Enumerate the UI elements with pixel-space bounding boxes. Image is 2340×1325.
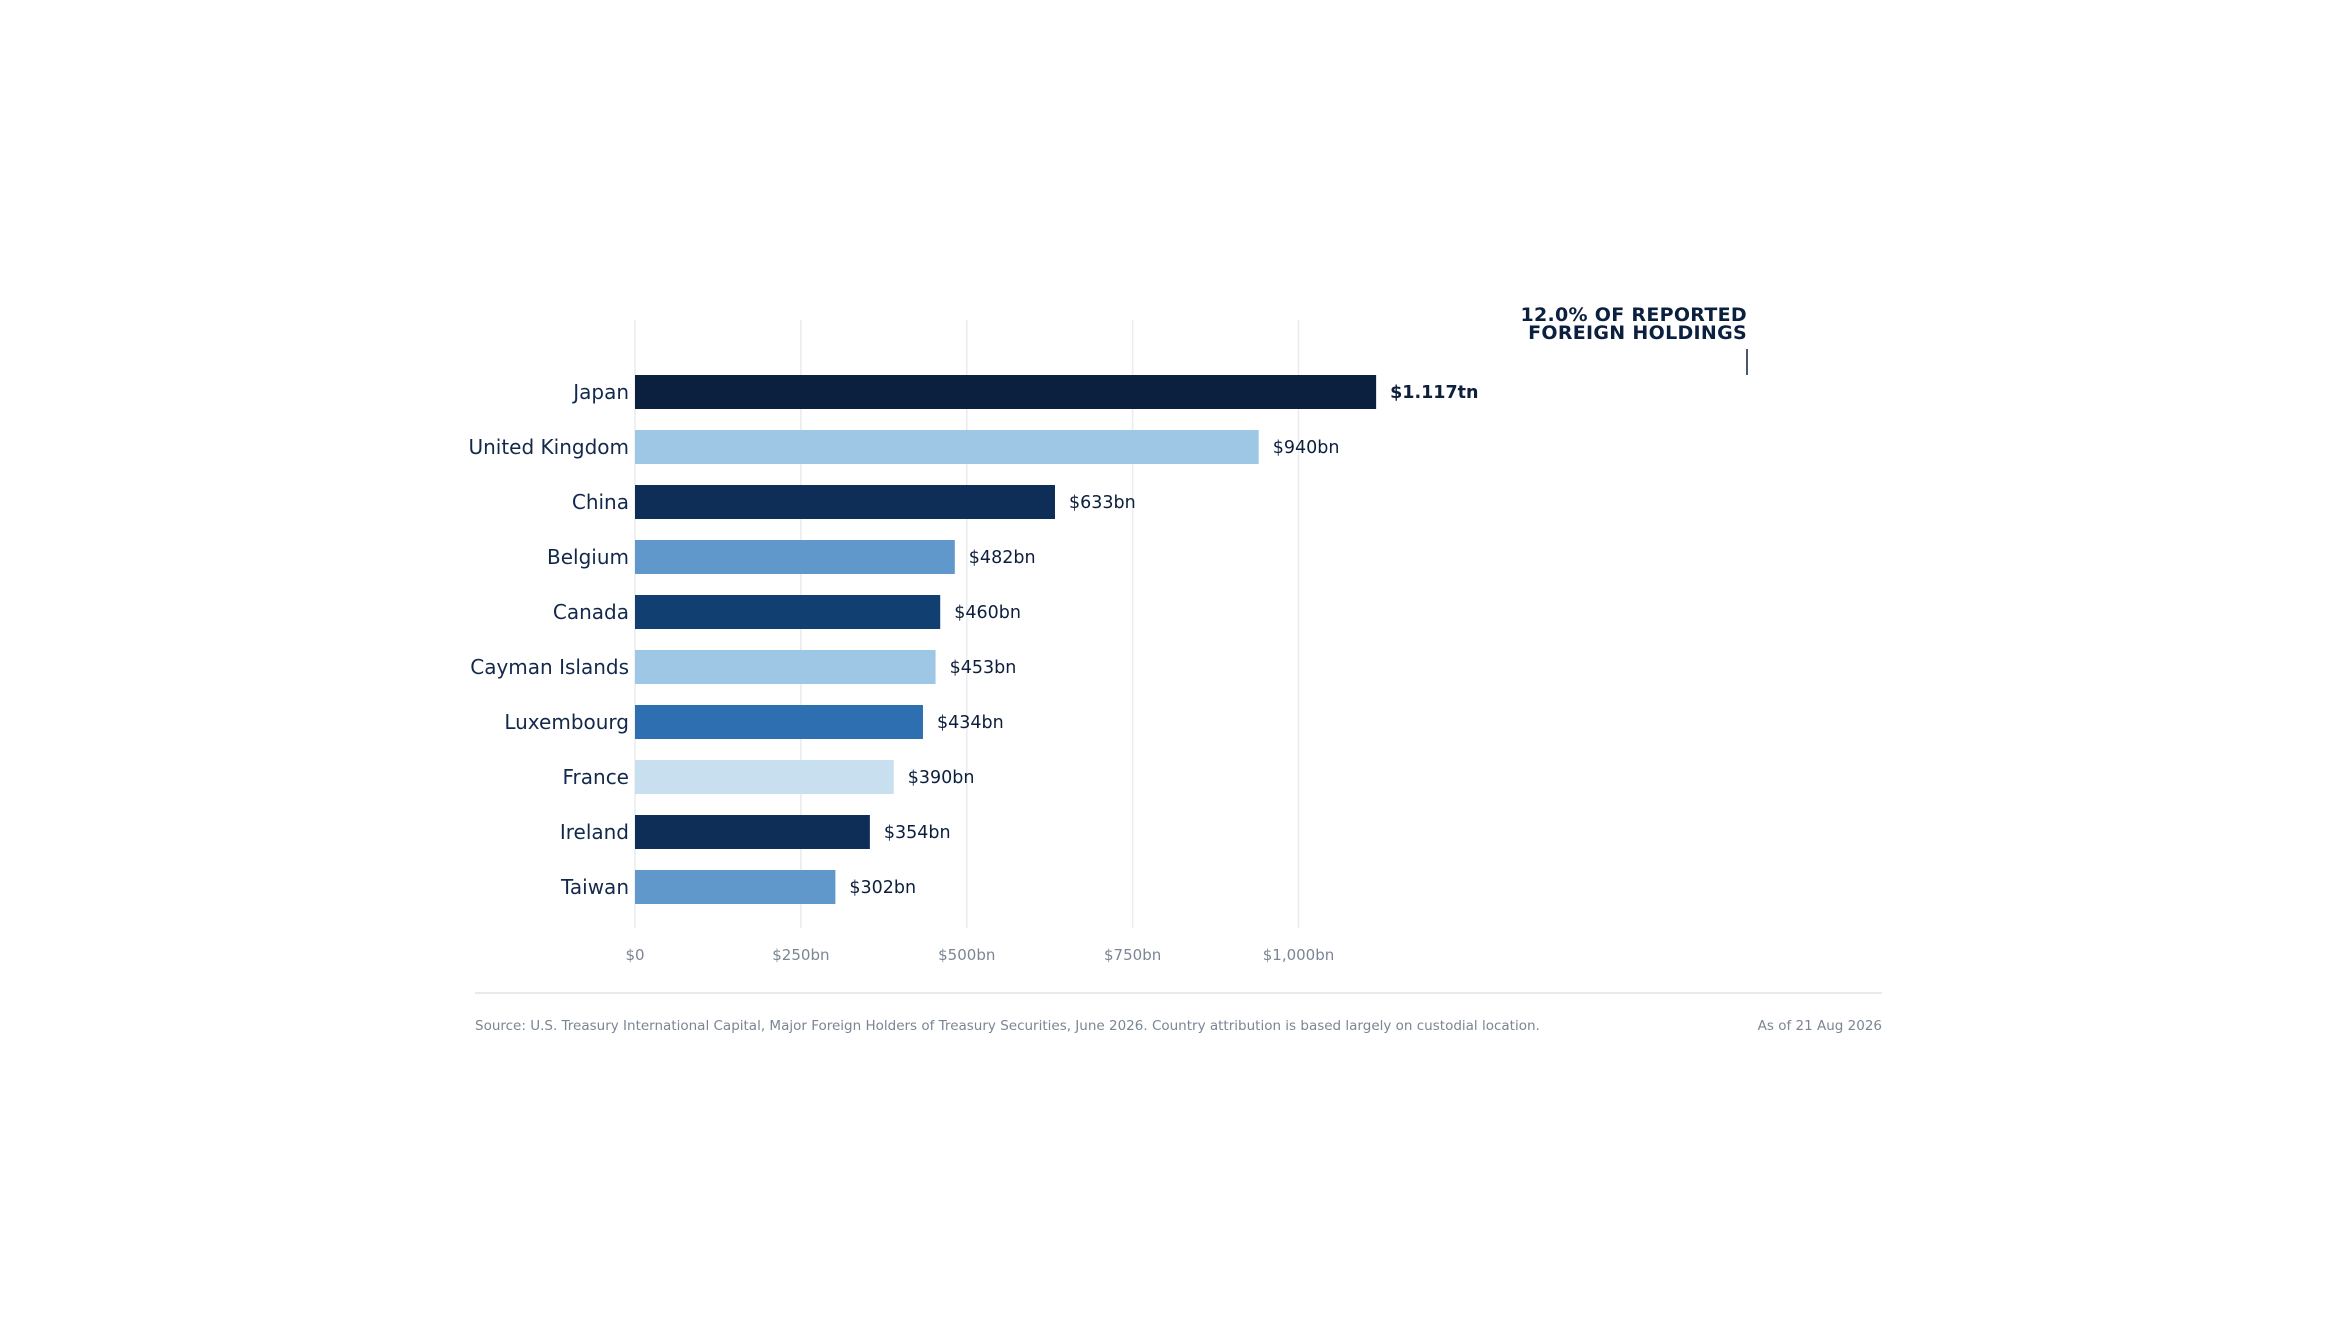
category-label: Belgium bbox=[547, 545, 629, 569]
value-label: $390bn bbox=[908, 768, 975, 788]
bar-japan bbox=[635, 375, 1377, 409]
category-label: Canada bbox=[553, 600, 629, 624]
x-tick-label: $250bn bbox=[772, 946, 829, 964]
source-note: Source: U.S. Treasury International Capi… bbox=[475, 1018, 1540, 1034]
value-label: $434bn bbox=[937, 713, 1004, 733]
annotation-line-2: FOREIGN HOLDINGS bbox=[1528, 322, 1747, 344]
annotation-line-1: 12.0% OF REPORTED bbox=[1520, 304, 1747, 326]
value-label: $460bn bbox=[954, 603, 1021, 623]
category-label: United Kingdom bbox=[468, 435, 629, 459]
value-label: $1.117tn bbox=[1390, 383, 1478, 403]
value-label: $482bn bbox=[969, 548, 1036, 568]
bar-belgium bbox=[635, 540, 955, 574]
category-label: France bbox=[562, 765, 629, 789]
x-tick-label: $0 bbox=[625, 946, 644, 964]
x-tick-label: $1,000bn bbox=[1263, 946, 1335, 964]
value-labels: $1.117tn $940bn $633bn $482bn $460bn $453bn $4… bbox=[849, 383, 1478, 898]
bar-luxembourg bbox=[635, 705, 923, 739]
category-label: China bbox=[572, 490, 629, 514]
value-label: $302bn bbox=[849, 878, 916, 898]
value-label: $633bn bbox=[1069, 493, 1136, 513]
bar-united-kingdom bbox=[635, 430, 1259, 464]
bar-france bbox=[635, 760, 894, 794]
x-axis-tick-labels: $0 $250bn $500bn $750bn $1,000bn bbox=[625, 946, 1334, 964]
value-label: $453bn bbox=[950, 658, 1017, 678]
category-label: Taiwan bbox=[560, 875, 629, 899]
bars bbox=[635, 375, 1377, 904]
bar-canada bbox=[635, 595, 941, 629]
annotation: 12.0% OF REPORTED FOREIGN HOLDINGS bbox=[1520, 304, 1748, 375]
category-label: Cayman Islands bbox=[470, 655, 629, 679]
as-of-date: As of 21 Aug 2026 bbox=[1758, 1018, 1882, 1034]
category-labels: Japan United Kingdom China Belgium Canada Cay… bbox=[468, 380, 629, 899]
x-tick-label: $750bn bbox=[1104, 946, 1161, 964]
value-label: $940bn bbox=[1273, 438, 1340, 458]
x-tick-label: $500bn bbox=[938, 946, 995, 964]
bar-taiwan bbox=[635, 870, 836, 904]
category-label: Ireland bbox=[560, 820, 629, 844]
value-label: $354bn bbox=[884, 823, 951, 843]
bar-cayman-islands bbox=[635, 650, 936, 684]
bar-ireland bbox=[635, 815, 870, 849]
category-label: Japan bbox=[571, 380, 629, 404]
bar-china bbox=[635, 485, 1055, 519]
category-label: Luxembourg bbox=[504, 710, 629, 734]
